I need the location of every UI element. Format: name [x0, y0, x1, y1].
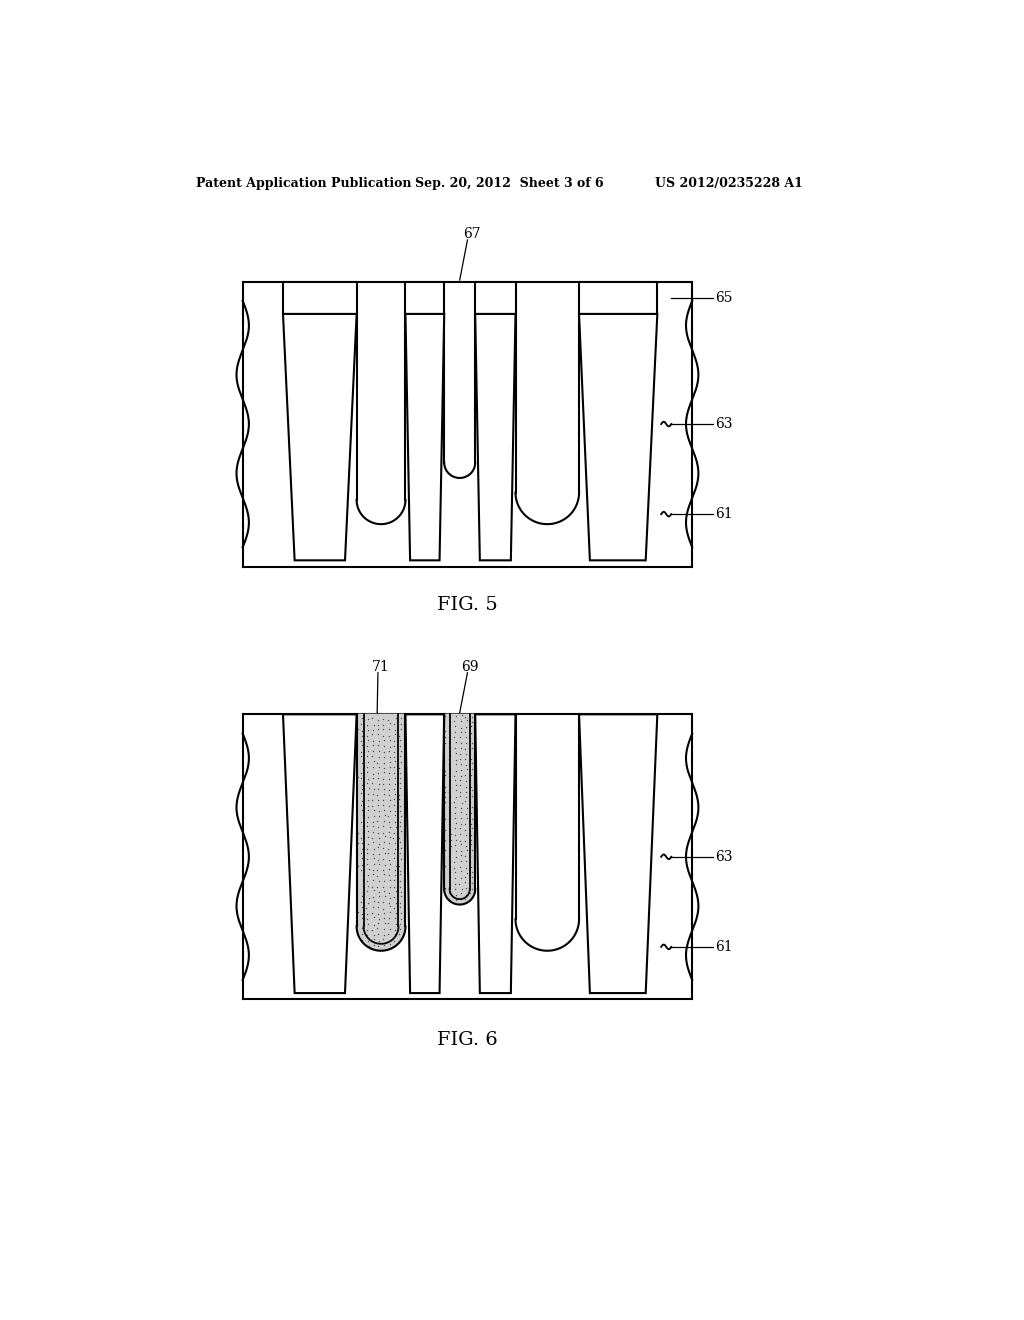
Text: 69: 69	[461, 660, 479, 673]
Text: Sep. 20, 2012  Sheet 3 of 6: Sep. 20, 2012 Sheet 3 of 6	[415, 177, 603, 190]
Text: 63: 63	[716, 850, 733, 863]
Text: 71: 71	[372, 660, 389, 673]
Polygon shape	[356, 714, 406, 950]
Text: FIG. 5: FIG. 5	[437, 597, 498, 614]
Polygon shape	[406, 714, 444, 993]
Polygon shape	[475, 314, 515, 561]
Text: 63: 63	[716, 417, 733, 432]
Text: US 2012/0235228 A1: US 2012/0235228 A1	[655, 177, 803, 190]
Polygon shape	[406, 314, 444, 561]
Polygon shape	[283, 314, 356, 561]
Polygon shape	[579, 714, 657, 993]
Polygon shape	[283, 281, 356, 314]
Text: 67: 67	[464, 227, 481, 240]
Polygon shape	[283, 714, 356, 993]
Text: 65: 65	[716, 290, 733, 305]
Text: 61: 61	[716, 507, 733, 521]
Polygon shape	[475, 714, 515, 993]
Polygon shape	[444, 714, 475, 904]
Text: FIG. 6: FIG. 6	[437, 1031, 498, 1049]
Polygon shape	[406, 281, 444, 314]
Polygon shape	[475, 281, 515, 314]
Text: Patent Application Publication: Patent Application Publication	[197, 177, 412, 190]
Text: 61: 61	[716, 940, 733, 954]
Polygon shape	[579, 281, 657, 314]
Polygon shape	[579, 314, 657, 561]
